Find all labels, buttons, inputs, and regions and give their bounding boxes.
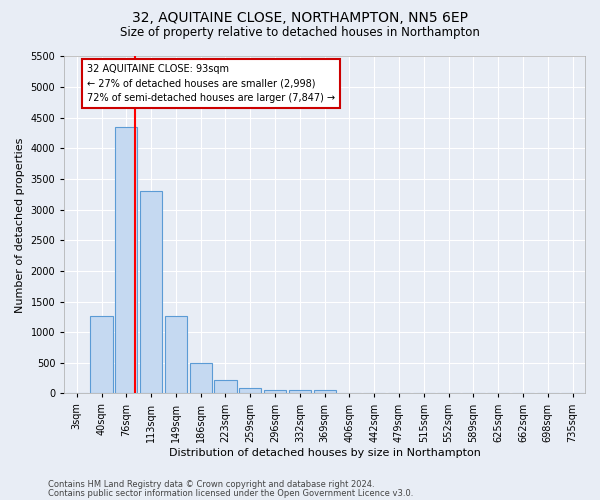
Text: 32, AQUITAINE CLOSE, NORTHAMPTON, NN5 6EP: 32, AQUITAINE CLOSE, NORTHAMPTON, NN5 6E…: [132, 12, 468, 26]
Bar: [115, 127, 137, 394]
Bar: [214, 380, 236, 394]
Text: Contains public sector information licensed under the Open Government Licence v3: Contains public sector information licen…: [48, 488, 413, 498]
Bar: [140, 192, 162, 394]
X-axis label: Distribution of detached houses by size in Northampton: Distribution of detached houses by size …: [169, 448, 481, 458]
Bar: [289, 390, 311, 394]
Bar: [165, 316, 187, 394]
Text: Size of property relative to detached houses in Northampton: Size of property relative to detached ho…: [120, 26, 480, 39]
Y-axis label: Number of detached properties: Number of detached properties: [15, 138, 25, 312]
Bar: [91, 316, 113, 394]
Bar: [239, 388, 262, 394]
Text: Contains HM Land Registry data © Crown copyright and database right 2024.: Contains HM Land Registry data © Crown c…: [48, 480, 374, 489]
Bar: [314, 390, 336, 394]
Text: 32 AQUITAINE CLOSE: 93sqm
← 27% of detached houses are smaller (2,998)
72% of se: 32 AQUITAINE CLOSE: 93sqm ← 27% of detac…: [86, 64, 335, 104]
Bar: [190, 364, 212, 394]
Bar: [264, 390, 286, 394]
